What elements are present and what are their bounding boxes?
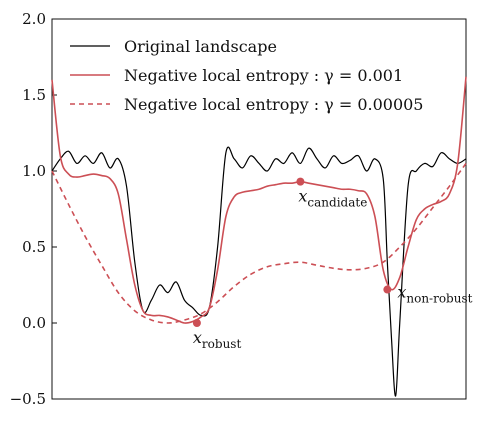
- y-tick-label: 2.0: [22, 10, 46, 28]
- plot-frame: [51, 18, 467, 400]
- series-entropy-gamma-0.001: [51, 76, 467, 324]
- y-tick-label: −0.5: [10, 390, 46, 408]
- legend-label: Original landscape: [124, 37, 277, 56]
- y-tick-label: 0.5: [22, 238, 46, 256]
- series-layer: [51, 76, 467, 397]
- annotation-markers: xrobust xcandidate xnon-robust: [192, 177, 473, 351]
- plot-border: [51, 18, 467, 400]
- y-tick-label: 0.0: [22, 314, 46, 332]
- label-candidate: xcandidate: [298, 187, 367, 210]
- y-tick-label: 1.5: [22, 86, 46, 104]
- marker-robust: [192, 319, 201, 327]
- label-non-robust: xnon-robust: [397, 283, 472, 306]
- legend-label: Negative local entropy : γ = 0.001: [124, 66, 403, 85]
- y-tick-label: 1.0: [22, 162, 46, 180]
- marker-non-robust: [383, 285, 392, 294]
- legend: Original landscape Negative local entropy…: [70, 37, 423, 114]
- series-original-landscape: [51, 146, 467, 397]
- y-axis-ticks: −0.5 0.0 0.5 1.0 1.5 2.0: [10, 10, 57, 408]
- legend-label: Negative local entropy : γ = 0.00005: [124, 95, 423, 114]
- series-entropy-gamma-0.00005: [51, 162, 467, 324]
- marker-candidate: [296, 177, 305, 186]
- label-robust: xrobust: [193, 328, 242, 351]
